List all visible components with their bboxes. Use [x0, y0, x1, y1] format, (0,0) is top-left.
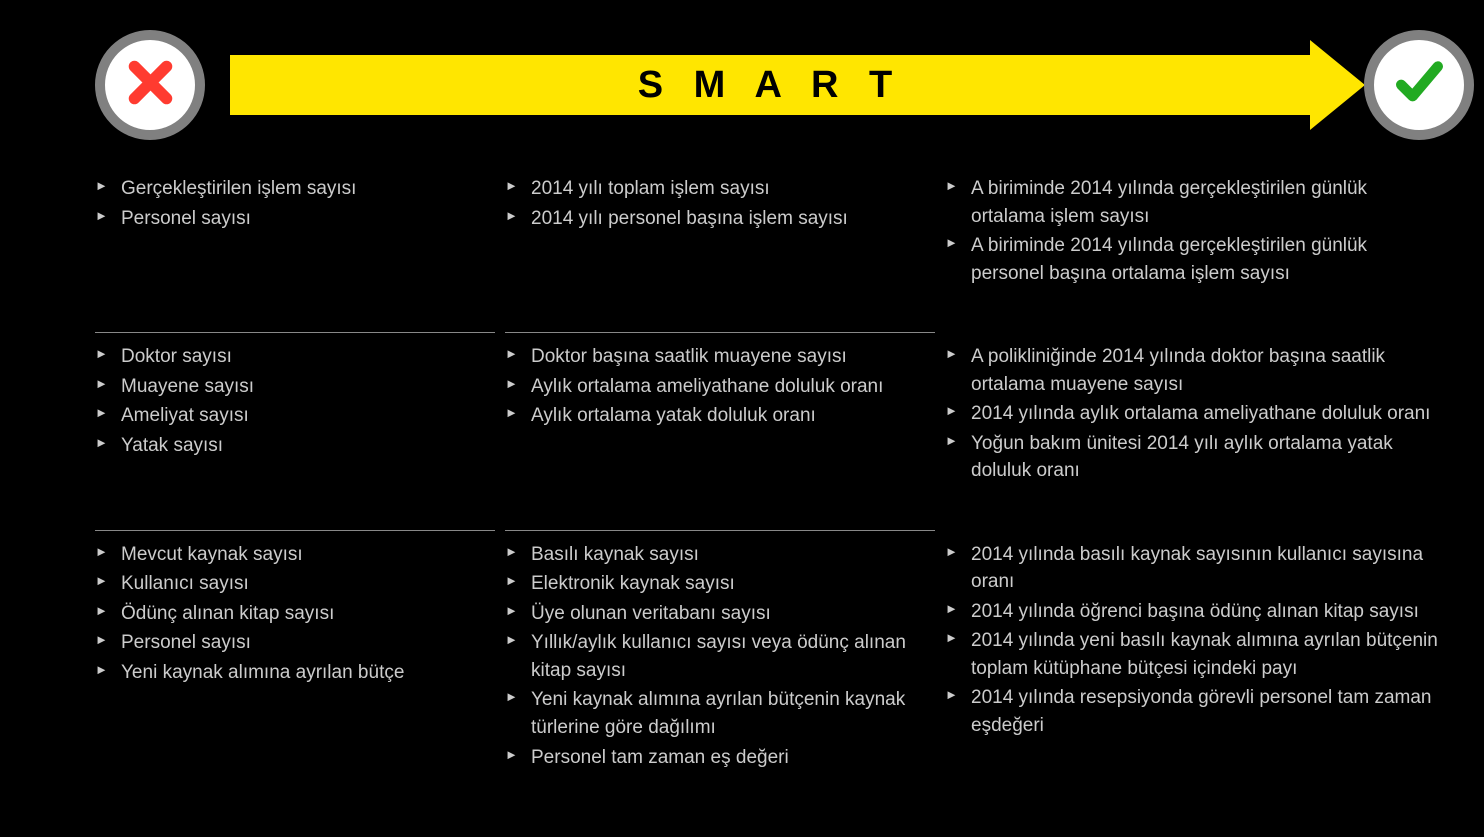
list-item: Basılı kaynak sayısı: [505, 541, 935, 569]
list-item: 2014 yılı personel başına işlem sayısı: [505, 205, 935, 233]
list-item: Aylık ortalama yatak doluluk oranı: [505, 402, 935, 430]
cell-r2-c1: Mevcut kaynak sayısı Kullanıcı sayısı Öd…: [95, 531, 495, 817]
list-item: Personel sayısı: [95, 629, 495, 657]
cell-r1-c3: A polikliniğinde 2014 yılında doktor baş…: [945, 333, 1445, 531]
list-r2-c1: Mevcut kaynak sayısı Kullanıcı sayısı Öd…: [95, 541, 495, 687]
list-r2-c3: 2014 yılında basılı kaynak sayısının kul…: [945, 541, 1445, 740]
list-r0-c1: Gerçekleştirilen işlem sayısı Personel s…: [95, 175, 495, 232]
cell-r1-c1: Doktor sayısı Muayene sayısı Ameliyat sa…: [95, 333, 495, 531]
content-grid: Gerçekleştirilen işlem sayısı Personel s…: [95, 165, 1454, 817]
list-item: 2014 yılında öğrenci başına ödünç alınan…: [945, 598, 1445, 626]
cell-r0-c2: 2014 yılı toplam işlem sayısı 2014 yılı …: [505, 165, 935, 333]
check-circle: [1364, 30, 1474, 140]
x-icon: [123, 55, 178, 115]
list-r1-c2: Doktor başına saatlik muayene sayısı Ayl…: [505, 343, 935, 430]
list-item: Muayene sayısı: [95, 373, 495, 401]
list-r1-c3: A polikliniğinde 2014 yılında doktor baş…: [945, 343, 1445, 485]
list-item: Gerçekleştirilen işlem sayısı: [95, 175, 495, 203]
cell-r2-c3: 2014 yılında basılı kaynak sayısının kul…: [945, 531, 1445, 817]
cell-r0-c1: Gerçekleştirilen işlem sayısı Personel s…: [95, 165, 495, 333]
arrow-head-icon: [1310, 40, 1365, 130]
list-r0-c2: 2014 yılı toplam işlem sayısı 2014 yılı …: [505, 175, 935, 232]
list-item: 2014 yılında aylık ortalama ameliyathane…: [945, 400, 1445, 428]
arrow-title: S M A R T: [638, 64, 903, 107]
list-r0-c3: A biriminde 2014 yılında gerçekleştirile…: [945, 175, 1445, 287]
list-item: Personel tam zaman eş değeri: [505, 744, 935, 772]
list-item: A polikliniğinde 2014 yılında doktor baş…: [945, 343, 1445, 398]
list-item: A biriminde 2014 yılında gerçekleştirile…: [945, 232, 1445, 287]
list-item: Mevcut kaynak sayısı: [95, 541, 495, 569]
list-item: Doktor sayısı: [95, 343, 495, 371]
list-item: Ameliyat sayısı: [95, 402, 495, 430]
list-item: Doktor başına saatlik muayene sayısı: [505, 343, 935, 371]
list-item: Yatak sayısı: [95, 432, 495, 460]
list-item: 2014 yılında yeni basılı kaynak alımına …: [945, 627, 1445, 682]
cell-r0-c3: A biriminde 2014 yılında gerçekleştirile…: [945, 165, 1445, 333]
cell-r2-c2: Basılı kaynak sayısı Elektronik kaynak s…: [505, 531, 935, 817]
list-item: Kullanıcı sayısı: [95, 570, 495, 598]
list-item: Elektronik kaynak sayısı: [505, 570, 935, 598]
list-item: 2014 yılı toplam işlem sayısı: [505, 175, 935, 203]
list-item: Aylık ortalama ameliyathane doluluk oran…: [505, 373, 935, 401]
smart-arrow: S M A R T: [230, 40, 1370, 130]
list-item: Yıllık/aylık kullanıcı sayısı veya ödünç…: [505, 629, 935, 684]
list-item: 2014 yılında basılı kaynak sayısının kul…: [945, 541, 1445, 596]
list-item: Yoğun bakım ünitesi 2014 yılı aylık orta…: [945, 430, 1445, 485]
list-item: Yeni kaynak alımına ayrılan bütçenin kay…: [505, 686, 935, 741]
list-item: Üye olunan veritabanı sayısı: [505, 600, 935, 628]
list-item: A biriminde 2014 yılında gerçekleştirile…: [945, 175, 1445, 230]
list-r1-c1: Doktor sayısı Muayene sayısı Ameliyat sa…: [95, 343, 495, 459]
x-circle: [95, 30, 205, 140]
cell-r1-c2: Doktor başına saatlik muayene sayısı Ayl…: [505, 333, 935, 531]
list-item: Personel sayısı: [95, 205, 495, 233]
header: S M A R T: [0, 0, 1484, 140]
check-icon: [1392, 55, 1447, 115]
list-item: 2014 yılında resepsiyonda görevli person…: [945, 684, 1445, 739]
list-item: Ödünç alınan kitap sayısı: [95, 600, 495, 628]
arrow-body: S M A R T: [230, 55, 1310, 115]
list-r2-c2: Basılı kaynak sayısı Elektronik kaynak s…: [505, 541, 935, 771]
list-item: Yeni kaynak alımına ayrılan bütçe: [95, 659, 495, 687]
